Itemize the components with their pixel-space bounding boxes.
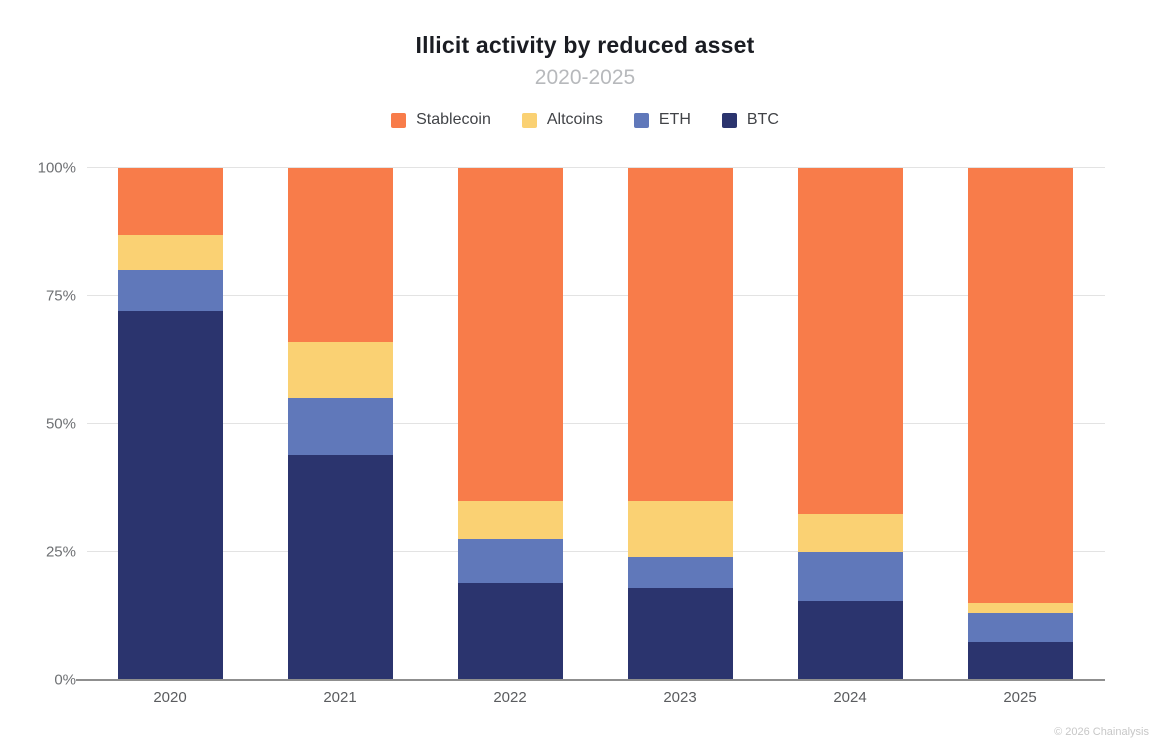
x-axis-labels: 2020 2021 2022 2023 2024 2025 (85, 689, 1105, 706)
chart-header: Illicit activity by reduced asset 2020-2… (0, 0, 1170, 90)
bar-segment-altcoins-2024 (797, 513, 903, 553)
stacked-bar-2022 (457, 168, 563, 680)
bar-segment-stablecoin-2025 (967, 168, 1073, 604)
gridline-100 (87, 167, 1105, 168)
legend-label: ETH (658, 111, 691, 128)
x-tick-label-2024: 2024 (833, 689, 867, 706)
legend-swatch-stablecoin (391, 112, 407, 128)
legend-label: Stablecoin (416, 111, 491, 128)
y-tick-label-0: 0% (54, 671, 76, 689)
stacked-bar-2020 (117, 168, 223, 680)
x-tick-label-2020: 2020 (153, 689, 187, 706)
y-tick-label-25: 25% (45, 543, 76, 561)
x-tick-label-2023: 2023 (663, 689, 697, 706)
bar-segment-stablecoin-2023 (627, 168, 733, 501)
bar-segment-eth-2023 (627, 557, 733, 588)
stacked-bar-2025 (967, 168, 1073, 680)
y-tick-label-100: 100% (37, 159, 76, 177)
bar-segment-eth-2024 (797, 552, 903, 601)
bar-slot-2020 (85, 168, 255, 680)
legend-label: BTC (746, 111, 779, 128)
gridline-50 (87, 423, 1105, 424)
legend-item-eth: ETH (633, 111, 691, 129)
bar-segment-eth-2022 (457, 539, 563, 583)
bar-segment-eth-2025 (967, 613, 1073, 642)
bars-container (85, 168, 1105, 680)
x-axis-line (76, 679, 1105, 681)
y-tick-label-50: 50% (45, 415, 76, 433)
legend-item-stablecoin: Stablecoin (391, 111, 491, 129)
bar-segment-btc-2021 (287, 454, 393, 680)
bar-slot-2024 (765, 168, 935, 680)
copyright-credit: © 2026 Chainalysis (1054, 726, 1149, 738)
gridline-25 (87, 551, 1105, 552)
bar-segment-stablecoin-2024 (797, 168, 903, 514)
bar-slot-2023 (595, 168, 765, 680)
bar-segment-eth-2020 (117, 270, 223, 312)
stacked-bar-2021 (287, 168, 393, 680)
legend-label: Altcoins (546, 111, 603, 128)
bar-segment-btc-2023 (627, 587, 733, 680)
legend-item-altcoins: Altcoins (521, 111, 603, 129)
bar-segment-btc-2020 (117, 311, 223, 680)
stacked-bar-2024 (797, 168, 903, 680)
bar-segment-altcoins-2022 (457, 500, 563, 540)
bar-segment-altcoins-2025 (967, 603, 1073, 614)
bar-segment-altcoins-2021 (287, 342, 393, 399)
bar-segment-stablecoin-2021 (287, 168, 393, 343)
plot-area: 0% 25% 50% 75% 100% 2020 2021 2022 2023 2024 2025 (38, 160, 1105, 706)
bar-slot-2025 (935, 168, 1105, 680)
gridline-75 (87, 295, 1105, 296)
bar-segment-btc-2024 (797, 600, 903, 680)
legend-item-btc: BTC (721, 111, 779, 129)
chart-title: Illicit activity by reduced asset (415, 32, 755, 58)
bar-slot-2022 (425, 168, 595, 680)
bar-segment-altcoins-2023 (627, 500, 733, 558)
bar-segment-btc-2025 (967, 641, 1073, 680)
legend-swatch-altcoins (521, 112, 537, 128)
bar-segment-btc-2022 (457, 582, 563, 680)
x-tick-label-2021: 2021 (323, 689, 357, 706)
bar-segment-eth-2021 (287, 398, 393, 455)
chart-legend: Stablecoin Altcoins ETH BTC (0, 111, 1170, 129)
chart-subtitle: 2020-2025 (534, 66, 636, 89)
bar-segment-altcoins-2020 (117, 234, 223, 271)
y-tick-label-75: 75% (45, 287, 76, 305)
bar-segment-stablecoin-2020 (117, 168, 223, 235)
x-tick-label-2022: 2022 (493, 689, 527, 706)
legend-swatch-btc (721, 112, 737, 128)
bar-slot-2021 (255, 168, 425, 680)
bar-segment-stablecoin-2022 (457, 168, 563, 501)
x-tick-label-2025: 2025 (1003, 689, 1037, 706)
stacked-bar-2023 (627, 168, 733, 680)
legend-swatch-eth (633, 112, 649, 128)
